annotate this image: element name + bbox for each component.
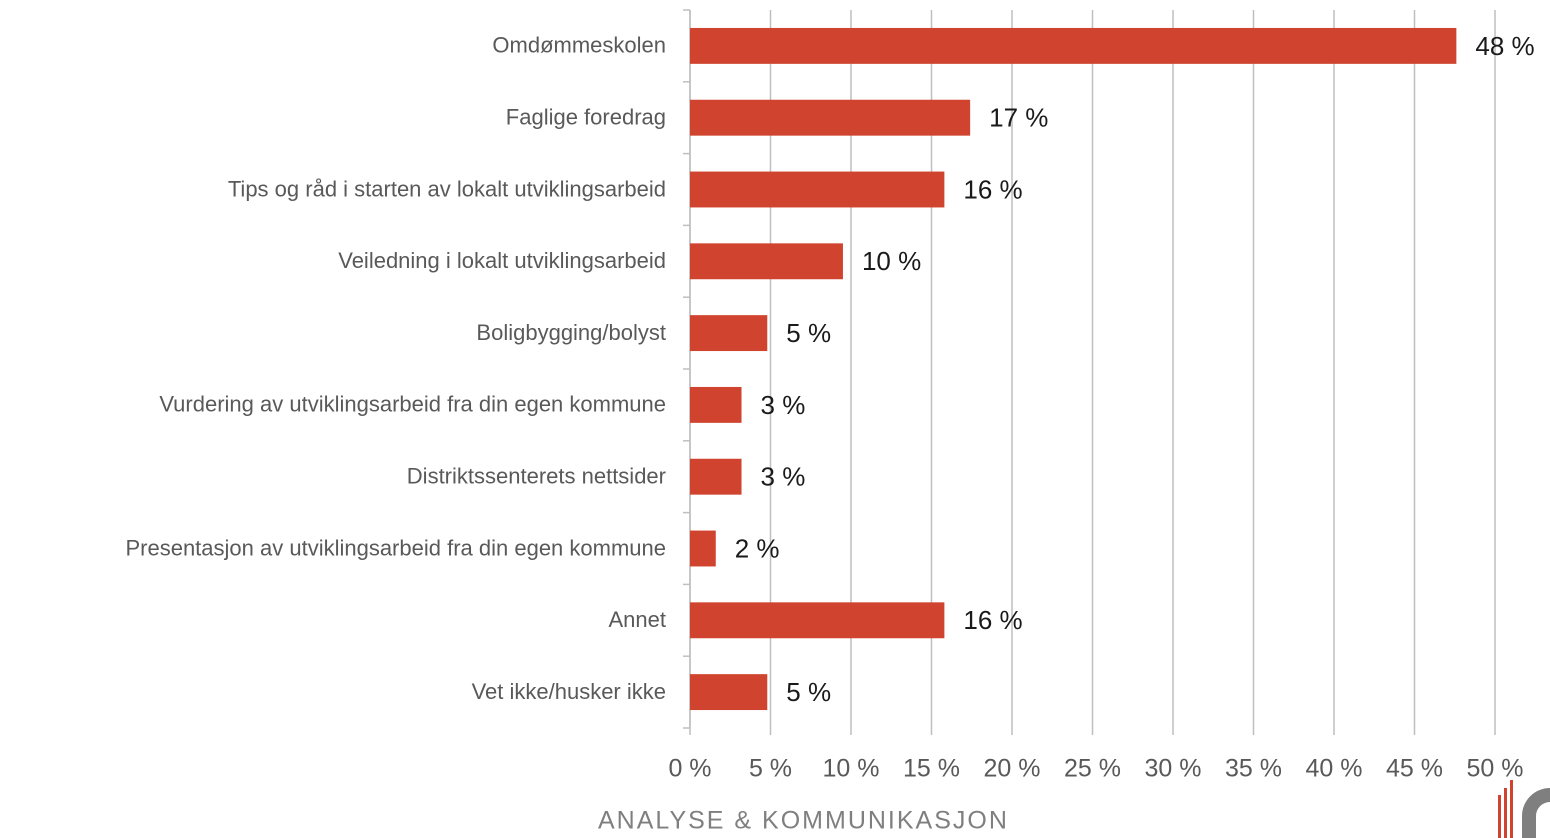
x-tick-label: 10 %	[823, 755, 880, 783]
x-tick-label: 15 %	[903, 755, 960, 783]
data-label: 16 %	[963, 174, 1022, 204]
bar	[690, 171, 945, 208]
x-tick-label: 20 %	[984, 755, 1041, 783]
y-tick-label: Distriktssenterets nettsider	[407, 464, 666, 489]
bar	[690, 674, 768, 711]
x-tick-label: 35 %	[1225, 755, 1282, 783]
x-tick-label: 5 %	[749, 755, 792, 783]
y-tick-label: Tips og råd i starten av lokalt utviklin…	[228, 176, 666, 201]
y-tick-label: Vet ikke/husker ikke	[472, 679, 666, 704]
y-tick-label: Vurdering av utviklingsarbeid fra din eg…	[159, 392, 666, 417]
x-tick-label: 30 %	[1145, 755, 1202, 783]
bar	[690, 458, 742, 495]
bar	[690, 386, 742, 423]
x-tick-label: 45 %	[1386, 755, 1443, 783]
x-tick-label: 25 %	[1064, 755, 1121, 783]
bar	[690, 315, 768, 352]
logo	[1498, 780, 1550, 838]
data-label: 5 %	[786, 318, 831, 348]
y-tick-label: Boligbygging/bolyst	[476, 320, 666, 345]
y-tick-label: Annet	[609, 607, 667, 632]
x-tick-label: 40 %	[1306, 755, 1363, 783]
y-tick-label: Veiledning i lokalt utviklingsarbeid	[338, 248, 666, 273]
bar	[690, 530, 716, 567]
data-label: 48 %	[1475, 31, 1534, 61]
data-label: 10 %	[862, 246, 921, 276]
data-label: 5 %	[786, 677, 831, 707]
x-tick-label: 0 %	[668, 755, 711, 783]
bar	[690, 602, 945, 639]
y-tick-label: Omdømmeskolen	[492, 33, 666, 58]
y-tick-label: Presentasjon av utviklingsarbeid fra din…	[125, 535, 666, 560]
bar	[690, 243, 843, 280]
data-label: 2 %	[735, 533, 780, 563]
data-label: 3 %	[761, 462, 806, 492]
bar	[690, 99, 971, 136]
footer-text: ANALYSE & KOMMUNIKASJON	[598, 807, 1009, 835]
x-tick-label: 50 %	[1467, 755, 1524, 783]
data-label: 16 %	[963, 605, 1022, 635]
data-label: 3 %	[761, 390, 806, 420]
data-label: 17 %	[989, 103, 1048, 133]
y-tick-label: Faglige foredrag	[506, 105, 666, 130]
bar	[690, 27, 1457, 64]
